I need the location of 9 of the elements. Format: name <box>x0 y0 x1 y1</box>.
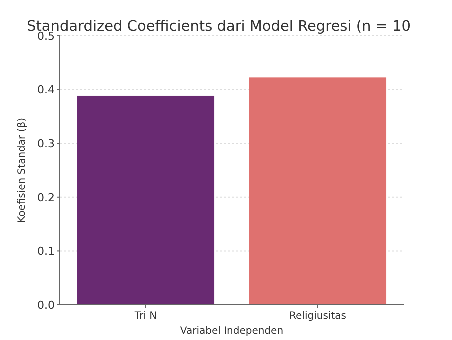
x-axis-title: Variabel Independen <box>180 326 284 337</box>
x-tick-label: Tri N <box>134 311 158 322</box>
y-tick-label: 0.2 <box>38 191 55 204</box>
x-tick-label: Religiusitas <box>290 311 346 322</box>
y-axis-title: Koefisien Standar (β) <box>17 118 28 223</box>
y-tick-label: 0.0 <box>38 298 55 312</box>
y-tick-label: 0.3 <box>38 137 55 150</box>
y-tick-label: 0.1 <box>38 245 55 258</box>
y-tick-label: 0.4 <box>38 84 55 97</box>
